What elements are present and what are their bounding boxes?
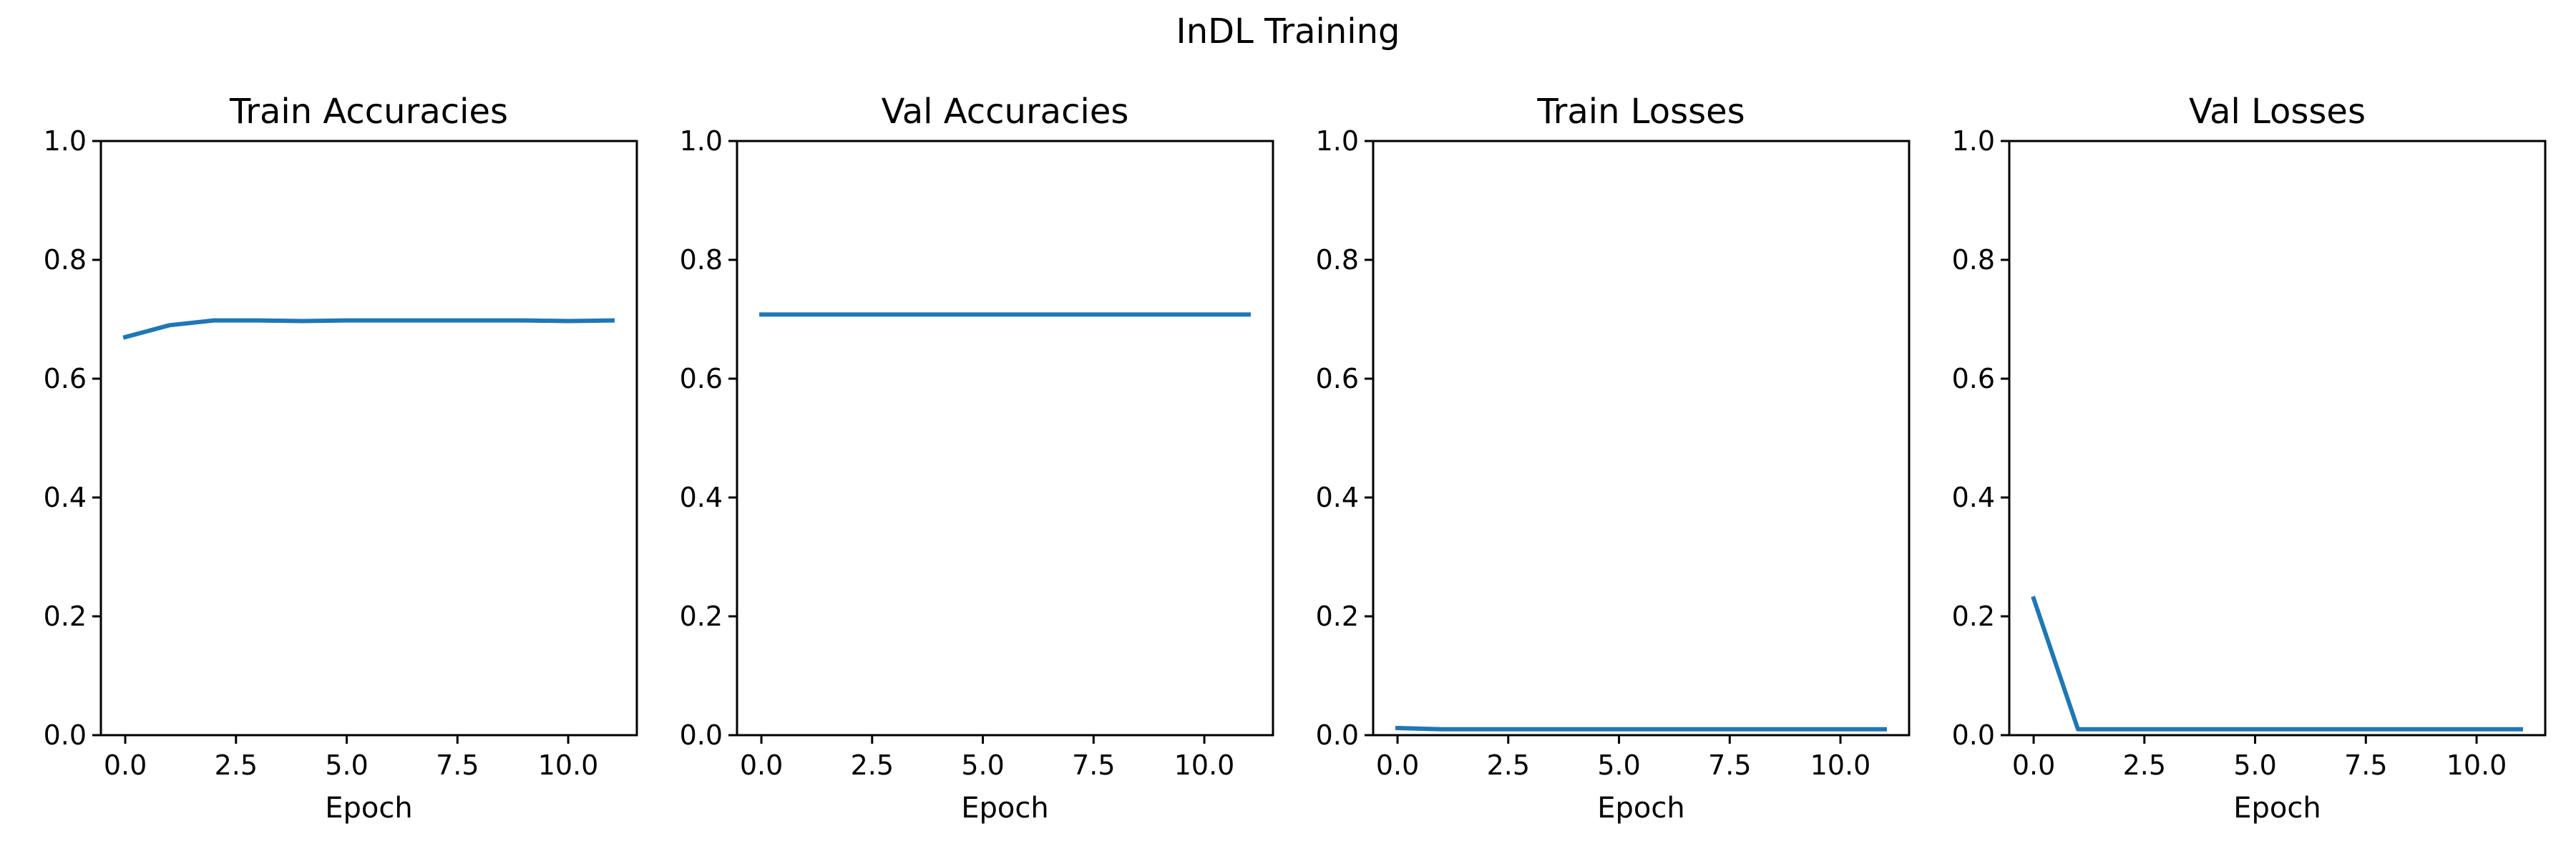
- y-tick-label: 0.6: [680, 363, 723, 394]
- x-tick-label: 7.5: [1708, 749, 1751, 781]
- x-axis-label: Epoch: [1597, 792, 1684, 825]
- x-axis-label: Epoch: [2233, 792, 2321, 825]
- subplot-title: Val Accuracies: [882, 92, 1129, 132]
- plot-frame: [99, 140, 638, 737]
- x-tick-label: 7.5: [436, 749, 479, 781]
- y-tick-label: 1.0: [1316, 125, 1359, 157]
- y-tick-label: 0.4: [1316, 482, 1359, 513]
- x-tick-label: 2.5: [2123, 749, 2166, 781]
- x-tick-label: 2.5: [1487, 749, 1530, 781]
- x-tick-label: 7.5: [2344, 749, 2387, 781]
- series-line: [1395, 725, 1887, 732]
- x-tick-label: 0.0: [2012, 749, 2055, 781]
- x-tick-label: 0.0: [104, 749, 147, 781]
- y-tick-label: 0.6: [1952, 363, 1995, 394]
- plot-frame: [1372, 140, 1911, 737]
- subplot-title: Train Accuracies: [229, 92, 508, 132]
- y-tick-label: 1.0: [680, 125, 723, 157]
- x-axis-label: Epoch: [325, 792, 412, 825]
- x-tick-label: 0.0: [1376, 749, 1419, 781]
- subplot-title: Val Losses: [2189, 92, 2366, 132]
- y-tick-label: 0.8: [44, 244, 87, 276]
- subplot-grid: Train Accuracies 0.0 0.2 0.4 0.6 0.8 1.0 0.0 2.5…: [44, 92, 2547, 825]
- subplot-3: Train Losses 0.0 0.2 0.4 0.6 0.8 1.0 0.0 2.5 5.0 7…: [1316, 92, 1911, 825]
- subplot-4: Val Losses 0.0 0.2 0.4 0.6 0.8 1.0 0.0 2.5 5.0 7.5…: [1952, 92, 2547, 825]
- plot-frame: [736, 140, 1274, 737]
- y-tick-label: 0.0: [680, 719, 723, 751]
- y-tick-label: 1.0: [44, 125, 87, 157]
- subplot-title: Train Losses: [1536, 92, 1745, 132]
- y-tick-label: 0.6: [1316, 363, 1359, 394]
- figure-title: InDL Training: [1176, 11, 1400, 52]
- y-tick-label: 0.8: [1952, 244, 1995, 276]
- y-tick-label: 0.6: [44, 363, 87, 394]
- x-tick-label: 2.5: [215, 749, 258, 781]
- x-tick-label: 10.0: [1174, 749, 1235, 781]
- series-line: [2031, 596, 2523, 732]
- x-tick-label: 5.0: [325, 749, 368, 781]
- y-tick-label: 0.0: [1952, 719, 1995, 751]
- x-axis-label: Epoch: [961, 792, 1048, 825]
- subplot-1: Train Accuracies 0.0 0.2 0.4 0.6 0.8 1.0 0.0 2.5…: [44, 92, 638, 825]
- x-tick-label: 0.0: [740, 749, 783, 781]
- y-tick-label: 0.4: [44, 482, 87, 513]
- y-tick-label: 0.4: [1952, 482, 1995, 513]
- x-tick-label: 2.5: [851, 749, 894, 781]
- y-tick-label: 0.8: [680, 244, 723, 276]
- x-tick-label: 10.0: [1810, 749, 1871, 781]
- y-tick-label: 0.0: [44, 719, 87, 751]
- y-tick-label: 0.0: [1316, 719, 1359, 751]
- series-line: [122, 318, 615, 340]
- y-tick-label: 0.2: [680, 601, 723, 632]
- y-tick-label: 0.2: [1952, 601, 1995, 632]
- x-tick-label: 5.0: [2233, 749, 2276, 781]
- plot-frame: [2008, 140, 2547, 737]
- y-tick-label: 0.8: [1316, 244, 1359, 276]
- y-tick-label: 1.0: [1952, 125, 1995, 157]
- subplot-2: Val Accuracies 0.0 0.2 0.4 0.6 0.8 1.0 0.0 2.5 5.…: [680, 92, 1274, 825]
- x-tick-label: 5.0: [1597, 749, 1640, 781]
- y-tick-label: 0.4: [680, 482, 723, 513]
- y-tick-label: 0.2: [44, 601, 87, 632]
- x-tick-label: 7.5: [1072, 749, 1115, 781]
- y-tick-label: 0.2: [1316, 601, 1359, 632]
- x-tick-label: 10.0: [538, 749, 599, 781]
- x-tick-label: 10.0: [2446, 749, 2507, 781]
- x-tick-label: 5.0: [961, 749, 1004, 781]
